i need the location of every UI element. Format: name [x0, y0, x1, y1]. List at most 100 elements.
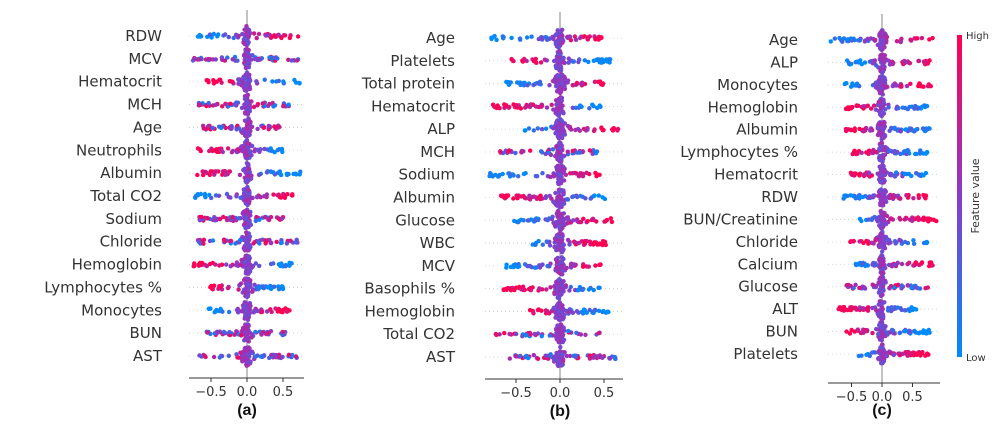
shap-dot: [887, 149, 892, 154]
shap-dot: [290, 352, 295, 358]
shap-dot: [234, 307, 240, 313]
shap-dot: [926, 327, 931, 333]
shap-dot: [217, 263, 222, 268]
shap-dot: [225, 55, 230, 60]
shap-dot: [601, 308, 606, 314]
shap-dot: [576, 59, 581, 65]
shap-dot: [264, 170, 270, 175]
shap-dot: [269, 309, 274, 315]
shap-dot: [587, 148, 593, 153]
shap-dot: [566, 56, 571, 61]
shap-dot: [531, 311, 536, 316]
shap-dot: [582, 240, 588, 246]
shap-dot: [272, 33, 277, 38]
shap-dot: [563, 283, 569, 288]
shap-dot: [596, 285, 601, 290]
panel-b: Age Platelets Total protein Hematocrit ALP MC…: [361, 12, 623, 420]
shap-dot: [911, 350, 916, 355]
shap-dot: [532, 331, 537, 337]
shap-dot: [509, 35, 514, 41]
shap-dot: [507, 104, 512, 110]
shap-dot: [540, 150, 545, 155]
shap-dot: [547, 264, 552, 269]
shap-dot: [916, 195, 922, 201]
shap-dot: [289, 58, 294, 63]
shap-dot: [888, 283, 894, 289]
shap-dot: [570, 310, 576, 315]
shap-dot: [514, 103, 519, 108]
shap-dot: [582, 58, 587, 63]
shap-dot: [867, 353, 872, 359]
shap-dot: [560, 359, 566, 364]
shap-dot: [277, 169, 283, 174]
shap-dot: [276, 125, 281, 130]
shap-dot: [199, 214, 204, 220]
shap-dot: [245, 71, 250, 77]
feature-row: Monocytes: [81, 300, 304, 322]
shap-dot: [241, 40, 246, 45]
shap-dot: [572, 34, 578, 39]
shap-dot: [857, 239, 862, 244]
shap-dot: [197, 147, 203, 152]
shap-dot: [280, 329, 285, 335]
shap-dot: [596, 308, 602, 313]
shap-dot: [593, 263, 598, 268]
feature-row: Total CO2: [382, 322, 623, 345]
shap-dot: [928, 217, 933, 222]
shap-dot: [556, 362, 561, 368]
shap-dot: [219, 55, 225, 60]
shap-dot: [523, 333, 529, 338]
shap-dot: [878, 223, 883, 228]
shap-dot: [246, 166, 252, 172]
shap-dot: [558, 52, 563, 57]
shap-dot: [268, 240, 273, 246]
shap-dot: [602, 219, 607, 224]
shap-dot: [880, 292, 885, 297]
shap-dot: [240, 234, 245, 240]
shap-dot: [881, 259, 886, 264]
shap-dot: [921, 217, 927, 222]
shap-dot: [536, 238, 541, 244]
shap-dot: [897, 237, 902, 243]
shap-dot: [195, 172, 200, 178]
shap-dot: [550, 78, 556, 84]
shap-dot: [559, 124, 564, 129]
shap-dot: [592, 307, 598, 312]
feature-row: Age: [426, 27, 623, 50]
shap-dot: [223, 32, 228, 37]
shap-dot: [275, 148, 280, 153]
shap-dot: [887, 128, 892, 133]
shap-dot: [242, 130, 247, 135]
panel-c: Age ALP Monocytes Hemoglobin Albumin Lymphocy…: [680, 14, 940, 419]
shap-dot: [284, 241, 290, 246]
shap-dot: [233, 241, 238, 246]
shap-dot: [243, 215, 249, 220]
shap-dot: [882, 169, 888, 174]
shap-dot: [286, 57, 291, 62]
shap-dot: [561, 178, 567, 183]
shap-dot: [537, 286, 542, 291]
shap-dot: [210, 103, 216, 108]
shap-dot: [915, 286, 920, 291]
feature-row: Hematocrit: [78, 70, 304, 93]
shap-dot: [590, 151, 595, 156]
shap-dot: [263, 240, 268, 245]
shap-dot: [276, 287, 282, 292]
shap-dot: [557, 358, 562, 364]
shap-dot: [259, 332, 264, 337]
shap-dot: [916, 83, 921, 89]
shap-dot: [862, 172, 867, 178]
shap-dot: [276, 355, 282, 360]
shap-dot: [556, 157, 561, 163]
shap-dot: [192, 263, 197, 269]
shap-dot: [505, 80, 510, 85]
shap-dot: [578, 219, 584, 225]
shap-dot: [243, 263, 248, 268]
shap-dot: [902, 149, 907, 154]
shap-dot: [564, 353, 569, 359]
shap-dot: [881, 314, 886, 319]
shap-dot: [557, 140, 562, 146]
shap-dot: [264, 309, 270, 314]
shap-dot: [556, 85, 562, 90]
shap-dot: [880, 342, 885, 347]
